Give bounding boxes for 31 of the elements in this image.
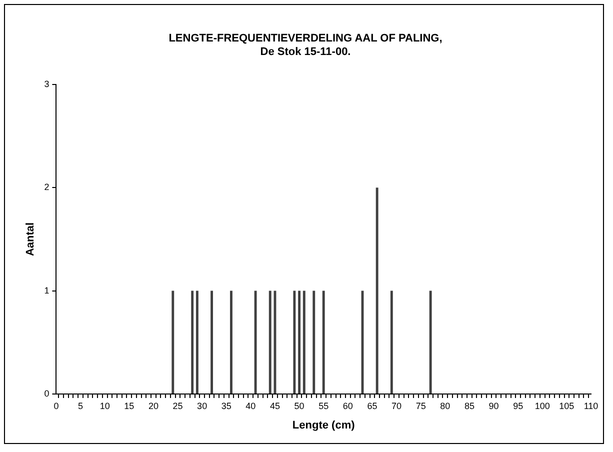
y-axis-title: Aantal <box>24 222 37 256</box>
x-axis-title: Lengte (cm) <box>292 419 356 432</box>
x-tick-label: 5 <box>78 400 84 411</box>
x-tick-label: 10 <box>100 400 110 411</box>
x-tick-label: 35 <box>221 400 232 411</box>
x-tick-label: 55 <box>318 400 329 411</box>
x-tick-label: 20 <box>148 400 158 411</box>
x-tick-label: 75 <box>416 400 426 411</box>
x-tick-label: 25 <box>172 400 183 411</box>
x-tick-label: 45 <box>270 400 280 411</box>
y-tick-label: 1 <box>44 285 50 296</box>
text: LENGTE-FREQUENTIEVERDELING AAL OF PALING, <box>168 32 442 45</box>
text: De Stok 15-11-00. <box>260 46 351 58</box>
x-tick-label: 70 <box>392 400 402 411</box>
x-tick-label: 0 <box>54 400 59 411</box>
x-tick-label: 110 <box>584 400 598 411</box>
y-tick-label: 3 <box>44 78 50 89</box>
x-tick-label: 95 <box>513 400 524 411</box>
x-tick-label: 30 <box>197 400 208 411</box>
x-tick-label: 60 <box>342 400 353 411</box>
x-tick-label: 85 <box>464 400 474 411</box>
x-tick-label: 105 <box>559 400 574 411</box>
x-tick-label: 50 <box>294 400 304 411</box>
x-tick-label: 80 <box>440 400 450 411</box>
y-tick-label: 2 <box>44 182 50 192</box>
x-tick-label: 90 <box>488 400 499 411</box>
x-tick-label: 40 <box>246 400 256 411</box>
x-tick-label: 100 <box>534 400 550 411</box>
y-tick-label: 0 <box>44 388 50 398</box>
x-tick-label: 65 <box>367 400 378 411</box>
x-tick-label: 15 <box>124 400 134 411</box>
